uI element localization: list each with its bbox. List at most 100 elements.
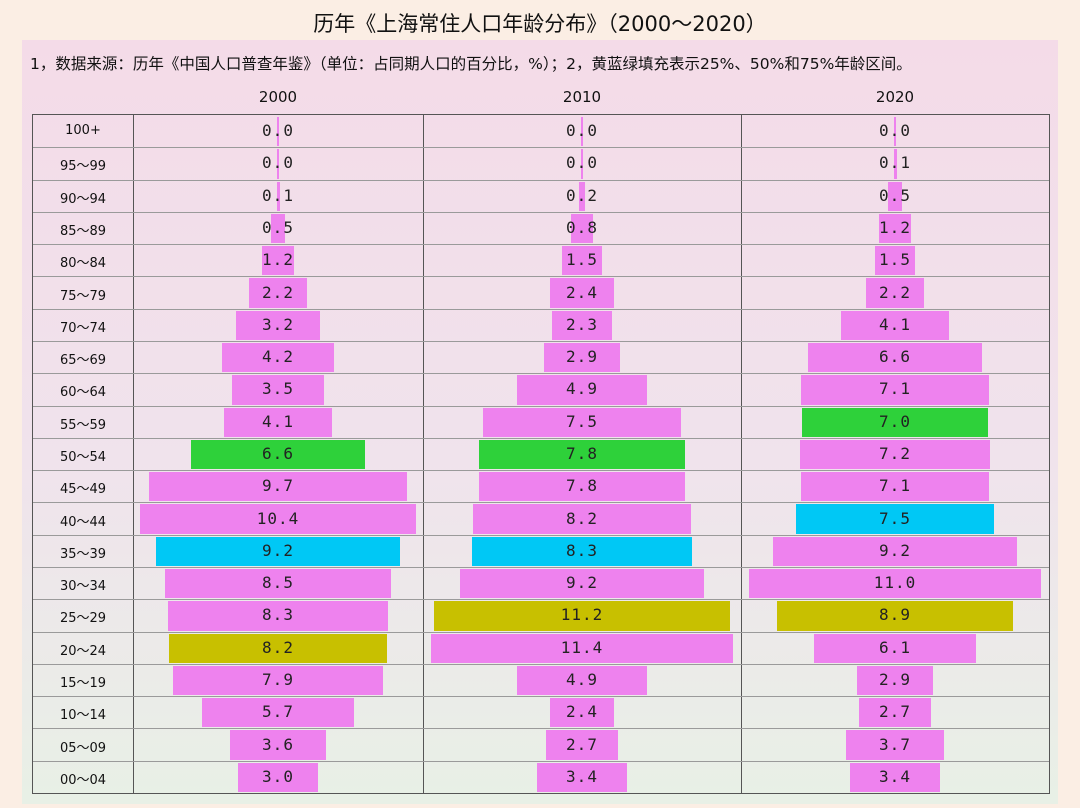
bar-2010-15 — [433, 601, 731, 631]
row-divider — [33, 470, 1049, 472]
value-label-2000-3: 0.5 — [262, 218, 294, 237]
bar-2010-3 — [571, 213, 593, 244]
age-group-label: 95～99 — [59, 159, 107, 175]
bar-2020-0 — [894, 117, 896, 147]
column-header-2000: 2000 — [258, 88, 298, 106]
row-divider — [33, 405, 1049, 407]
bar-2000-17 — [173, 665, 383, 696]
row-divider — [33, 308, 1049, 310]
row-divider — [33, 211, 1049, 213]
value-label-2020-14: 11.0 — [873, 573, 917, 593]
row-divider — [33, 534, 1049, 536]
bar-2020-4 — [875, 246, 915, 276]
bar-2000-2 — [276, 181, 280, 211]
row-divider — [33, 728, 1049, 730]
value-label-2000-19: 3.6 — [262, 734, 294, 754]
value-label-2010-11: 7.8 — [566, 476, 598, 496]
population-table: 100+ 0.0 0.0 0.0 95～99 0.0 0.0 0.1 90～94 0.1 0.2 0.… — [32, 114, 1050, 794]
value-label-2020-17: 2.9 — [879, 670, 911, 689]
bar-2010-0 — [581, 117, 583, 147]
bar-2020-11 — [800, 472, 990, 502]
value-label-2020-5: 2.2 — [879, 282, 911, 302]
bar-2020-3 — [879, 213, 911, 244]
bar-2020-18 — [859, 698, 931, 728]
value-label-2020-12: 7.5 — [879, 508, 911, 528]
bar-2000-16 — [169, 633, 387, 663]
value-label-2020-9: 7.0 — [879, 411, 911, 431]
value-label-2000-7: 4.2 — [262, 347, 294, 367]
bar-2010-12 — [473, 504, 691, 534]
bar-2000-1 — [277, 149, 279, 179]
column-divider — [423, 115, 424, 793]
age-group-label: 100+ — [65, 123, 101, 139]
bar-2020-17 — [856, 665, 934, 696]
bar-2010-4 — [562, 246, 602, 276]
age-group-label: 70～74 — [59, 320, 107, 336]
value-label-2000-8: 3.5 — [262, 379, 294, 399]
bar-2010-1 — [581, 149, 583, 179]
bar-2020-2 — [888, 181, 902, 211]
value-label-2020-20: 3.4 — [879, 766, 911, 786]
value-label-2000-14: 8.5 — [262, 573, 294, 593]
value-label-2000-6: 3.2 — [262, 314, 294, 334]
value-label-2000-10: 6.6 — [262, 444, 294, 463]
value-label-2000-4: 1.2 — [262, 250, 294, 270]
bar-2010-19 — [546, 730, 618, 760]
value-label-2020-10: 7.2 — [879, 444, 911, 463]
row-divider — [33, 244, 1049, 246]
age-group-label: 80～84 — [59, 256, 107, 272]
value-label-2010-2: 0.2 — [566, 185, 598, 205]
row-divider — [33, 631, 1049, 633]
value-label-2020-4: 1.5 — [879, 250, 911, 270]
age-group-label: 65～69 — [59, 353, 107, 369]
value-label-2020-11: 7.1 — [879, 476, 911, 496]
bar-2000-6 — [235, 310, 321, 340]
value-label-2010-0: 0.0 — [566, 121, 598, 141]
value-label-2010-10: 7.8 — [566, 444, 598, 463]
bar-2010-6 — [551, 310, 613, 340]
row-divider — [33, 276, 1049, 278]
value-label-2020-3: 1.2 — [879, 218, 911, 237]
bar-2000-9 — [223, 407, 333, 437]
bar-2000-13 — [156, 536, 400, 566]
value-label-2010-6: 2.3 — [566, 314, 598, 334]
value-label-2010-5: 2.4 — [566, 282, 598, 302]
value-label-2020-2: 0.5 — [879, 185, 911, 205]
value-label-2000-2: 0.1 — [262, 185, 294, 205]
column-header-2010: 2010 — [562, 88, 602, 106]
value-label-2000-5: 2.2 — [262, 282, 294, 302]
chart-note: 1，数据来源：历年《中国人口普查年鉴》（单位：占同期人口的百分比，%）；2，黄蓝… — [30, 55, 912, 73]
bar-2000-4 — [262, 246, 294, 276]
value-label-2010-4: 1.5 — [566, 250, 598, 270]
bar-2000-11 — [149, 472, 407, 502]
bar-2000-3 — [271, 213, 285, 244]
value-label-2010-16: 11.4 — [560, 637, 604, 657]
bar-2020-15 — [777, 601, 1013, 631]
value-label-2000-11: 9.7 — [262, 476, 294, 496]
value-label-2000-1: 0.0 — [262, 153, 294, 173]
value-label-2000-0: 0.0 — [262, 121, 294, 141]
age-group-label: 00～04 — [59, 772, 107, 788]
row-divider — [33, 373, 1049, 375]
row-divider — [33, 663, 1049, 665]
value-label-2020-18: 2.7 — [879, 702, 911, 722]
row-divider — [33, 760, 1049, 762]
bar-2000-14 — [165, 569, 391, 599]
bar-2020-19 — [845, 730, 945, 760]
bar-2000-7 — [222, 343, 334, 373]
bar-2000-8 — [231, 375, 325, 405]
value-label-2000-13: 9.2 — [262, 540, 294, 560]
age-group-label: 55～59 — [59, 417, 107, 433]
bar-2020-12 — [795, 504, 995, 534]
bar-2010-14 — [460, 569, 704, 599]
age-group-label: 45～49 — [59, 482, 107, 498]
row-divider — [33, 567, 1049, 568]
bar-2010-10 — [478, 439, 686, 470]
value-label-2000-12: 10.4 — [256, 508, 300, 528]
bar-2010-17 — [517, 665, 647, 696]
bar-2020-7 — [807, 343, 983, 373]
value-label-2020-7: 6.6 — [879, 347, 911, 367]
bar-2000-19 — [230, 730, 326, 760]
value-label-2020-16: 6.1 — [879, 637, 911, 657]
column-header-2020: 2020 — [875, 88, 915, 106]
